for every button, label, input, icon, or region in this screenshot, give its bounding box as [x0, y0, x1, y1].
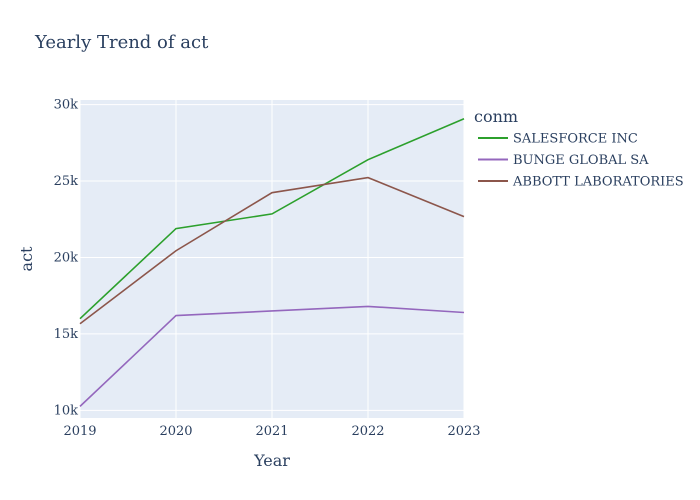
- y-tick-label: 20k: [54, 250, 79, 265]
- x-tick-label: 2023: [447, 424, 480, 439]
- x-axis-ticks: 2019 2020 2021 2022 2023: [63, 424, 480, 439]
- y-axis-title: act: [17, 246, 36, 272]
- legend-item[interactable]: SALESFORCE INC: [478, 132, 638, 147]
- x-axis-title: Year: [253, 451, 290, 470]
- series-line-2[interactable]: [79, 176, 465, 325]
- chart-title: Yearly Trend of act: [35, 32, 209, 53]
- x-tick-label: 2020: [159, 424, 192, 439]
- series-line-0[interactable]: [79, 118, 465, 320]
- y-axis-ticks: 10k 15k 20k 25k 30k: [54, 98, 79, 419]
- y-tick-label: 15k: [54, 327, 79, 342]
- y-tick-label: 30k: [54, 98, 79, 113]
- x-tick-label: 2022: [351, 424, 384, 439]
- legend-item[interactable]: ABBOTT LABORATORIES: [478, 175, 684, 190]
- legend-item[interactable]: BUNGE GLOBAL SA: [478, 153, 649, 168]
- legend-label: ABBOTT LABORATORIES: [512, 175, 684, 190]
- legend[interactable]: SALESFORCE INC BUNGE GLOBAL SA ABBOTT LABO…: [478, 132, 684, 190]
- series-lines: [79, 118, 465, 407]
- legend-label: SALESFORCE INC: [513, 132, 638, 147]
- series-line-1[interactable]: [79, 305, 465, 407]
- y-tick-label: 25k: [54, 174, 79, 189]
- legend-label: BUNGE GLOBAL SA: [513, 153, 649, 168]
- x-tick-label: 2019: [63, 424, 96, 439]
- x-tick-label: 2021: [255, 424, 288, 439]
- legend-title: conm: [474, 107, 518, 126]
- gridlines: [79, 100, 465, 418]
- y-tick-label: 10k: [54, 403, 79, 418]
